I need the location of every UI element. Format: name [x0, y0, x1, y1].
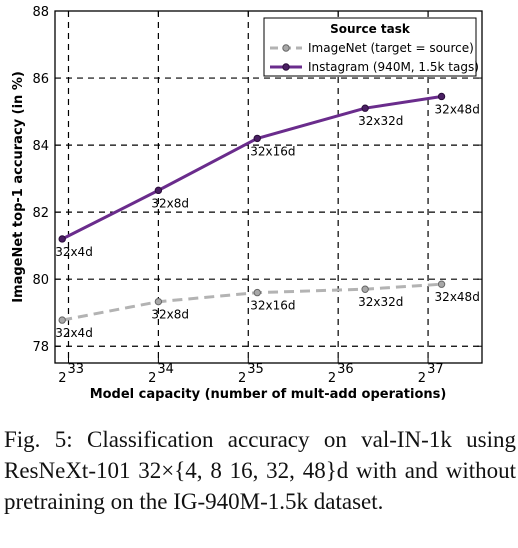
y-tick-label: 86: [32, 72, 49, 87]
data-point: [154, 186, 163, 195]
data-point: [154, 297, 163, 306]
x-tick-label: 236: [328, 362, 354, 386]
x-tick-base: 2: [418, 371, 426, 386]
x-tick-exponent: 33: [67, 362, 84, 377]
figure-caption: Fig. 5: Classification accuracy on val-I…: [4, 427, 516, 514]
point-labels: 32x4d 32x8d 32x16d 32x32d 32x48d 32x4d 32x8d 32…: [55, 102, 480, 340]
x-tick-base: 2: [238, 371, 246, 386]
data-point: [437, 280, 446, 288]
y-axis-label: ImageNet top-1 accuracy (in %): [11, 71, 26, 303]
data-point: [58, 235, 66, 243]
data-point: [361, 104, 369, 112]
x-tick-base: 2: [328, 371, 336, 386]
x-tick-label: 235: [238, 362, 264, 386]
x-tick-label: 233: [58, 362, 84, 386]
x-axis-label: Model capacity (number of mult-add opera…: [90, 387, 447, 402]
legend-entry: ImageNet (target = source): [308, 41, 474, 55]
x-tick-exponent: 34: [157, 362, 174, 377]
legend-swatch-marker: [282, 63, 290, 71]
legend-entry: Instagram (940M, 1.5k tags): [308, 60, 479, 74]
data-label: 32x8d: [151, 196, 189, 210]
data-label: 32x32d: [358, 295, 403, 309]
data-label: 32x32d: [358, 114, 403, 128]
series-layer: [58, 92, 446, 324]
data-label: 32x16d: [250, 299, 295, 313]
x-tick-exponent: 35: [247, 362, 264, 377]
x-tick-exponent: 36: [337, 362, 354, 377]
legend-title: Source task: [330, 22, 411, 36]
y-tick-label: 84: [32, 139, 49, 154]
data-point: [253, 134, 261, 143]
data-label: 32x8d: [151, 308, 189, 322]
legend-swatch-marker: [282, 44, 290, 52]
plot-frame: [54, 10, 483, 364]
data-label: 32x48d: [435, 102, 480, 116]
y-tick-label: 82: [32, 206, 49, 221]
data-label: 32x16d: [250, 144, 295, 158]
x-tick-label: 237: [418, 362, 444, 386]
y-tick-label: 88: [32, 5, 49, 20]
accuracy-chart: 32x4d 32x8d 32x16d 32x32d 32x48d 32x4d 32x8d 32…: [11, 5, 483, 402]
data-label: 32x48d: [435, 290, 480, 304]
data-label: 32x4d: [55, 245, 93, 259]
x-tick-base: 2: [58, 371, 66, 386]
data-point: [361, 285, 369, 293]
legend: Source task ImageNet (target = source) In…: [263, 17, 479, 77]
x-tick-exponent: 37: [427, 362, 444, 377]
x-tick-label: 234: [148, 362, 174, 386]
data-point: [253, 288, 261, 297]
data-point: [437, 92, 446, 101]
y-tick-label: 80: [32, 273, 49, 288]
y-tick-label: 78: [32, 340, 49, 355]
data-point: [58, 316, 66, 324]
data-label: 32x4d: [55, 326, 93, 340]
x-tick-base: 2: [148, 371, 156, 386]
